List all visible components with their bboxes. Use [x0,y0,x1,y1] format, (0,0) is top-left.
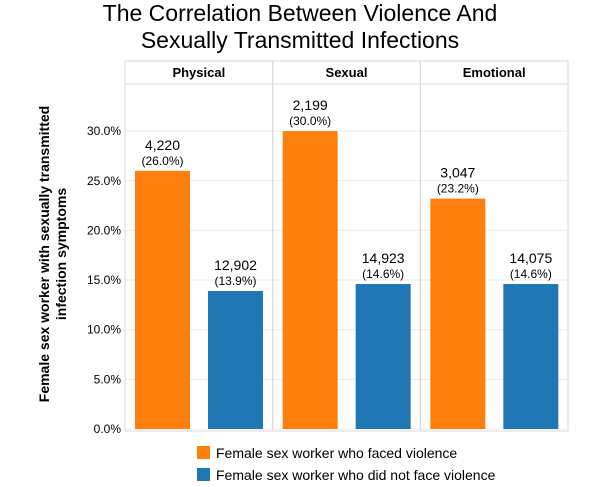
bar-count-label: 2,199 [293,97,328,113]
bar-count-label: 14,075 [509,250,552,266]
legend-label-faced-violence: Female sex worker who faced violence [216,444,458,461]
y-axis-label-line-1: Female sex worker with sexually transmit… [36,106,52,402]
legend: Female sex worker who faced violence Fem… [197,443,495,487]
bar-percent-label: (23.2%) [437,182,479,196]
bar-count-label: 12,902 [214,257,257,273]
facet-label-sexual: Sexual [326,65,368,80]
y-tick-label: 5.0% [94,372,122,386]
bar-percent-label: (13.9%) [214,274,256,288]
chart-title-line-2: Sexually Transmitted Infections [140,27,460,53]
bar-faced-sexual [282,131,338,429]
legend-swatch-blue [197,468,210,481]
legend-label-not-faced-violence: Female sex worker who did not face viole… [216,466,496,483]
y-axis-label-line-2: infection symptoms [53,188,69,320]
chart-title: The Correlation Between Violence And Sex… [0,0,600,54]
bar-count-label: 14,923 [362,250,405,266]
y-tick-label: 20.0% [87,223,121,237]
bar-percent-label: (30.0%) [289,114,331,128]
facet-label-emotional: Emotional [463,65,526,80]
bar-percent-label: (26.0%) [141,154,183,168]
y-tick-label: 10.0% [87,323,121,337]
legend-item-not-faced-violence: Female sex worker who did not face viole… [197,465,495,484]
bar-not-faced-sexual [355,284,411,429]
bar-not-faced-physical [208,290,263,429]
bar-percent-label: (14.6%) [510,267,552,281]
bar-faced-physical [135,170,190,429]
facet-label-physical: Physical [172,65,225,80]
y-tick-label: 15.0% [87,273,121,287]
bar-count-label: 4,220 [145,137,180,153]
y-tick-label: 25.0% [87,174,121,188]
legend-item-faced-violence: Female sex worker who faced violence [197,443,495,462]
bar-faced-emotional [430,198,486,429]
chart-title-line-1: The Correlation Between Violence And [102,0,498,26]
y-tick-label: 0.0% [94,422,122,436]
bar-count-label: 3,047 [440,165,475,181]
legend-swatch-orange [197,446,210,459]
bar-percent-label: (14.6%) [362,267,404,281]
bar-not-faced-emotional [503,284,559,429]
facet-panel [419,60,569,432]
y-tick-label: 30.0% [87,124,121,138]
